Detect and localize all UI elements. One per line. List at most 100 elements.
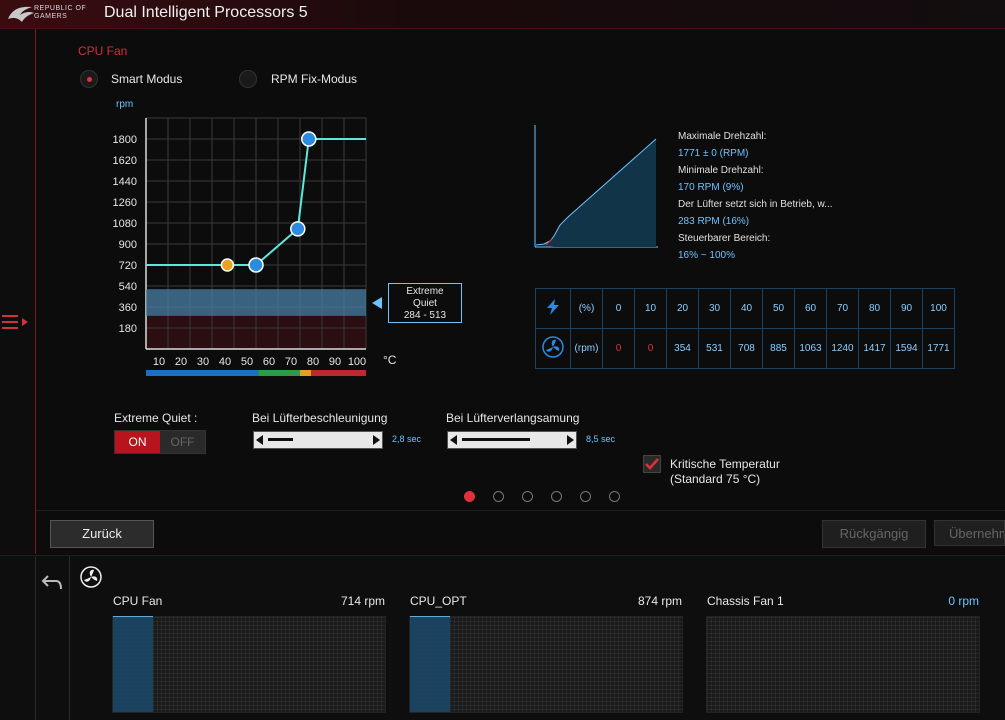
mini-fan-curve [534,125,658,248]
extreme-quiet-toggle[interactable]: ON OFF [114,430,206,454]
temp-zone [146,370,259,376]
toggle-on[interactable]: ON [115,431,160,453]
back-button[interactable]: Zurück [50,520,154,548]
accel-value: 2,8 sec [392,434,422,444]
percent-row: (%) 0 10 20 30 40 50 60 70 80 90 100 [535,288,955,329]
slider-left-icon[interactable] [450,435,457,445]
rpm-fix-mode-label: RPM Fix-Modus [271,72,358,86]
cpu-opt-graph [409,616,683,713]
x-tick-label: 70 [285,356,297,368]
slider-right-icon[interactable] [373,435,380,445]
slider-left-icon[interactable] [256,435,263,445]
x-tick-label: 90 [329,356,341,368]
y-tick-label: 360 [119,302,137,314]
accel-slider[interactable] [253,431,383,449]
y-tick-label: 720 [119,260,137,272]
y-tick-label: 900 [119,239,137,251]
monitor-name: Chassis Fan 1 [707,594,784,608]
pct-cell: 20 [666,288,699,329]
y-tick-label: 1080 [113,218,137,230]
smart-mode-label: Smart Modus [111,72,183,86]
rpm-cell: 0 [634,328,667,369]
y-tick-label: 180 [119,323,137,335]
monitor-name: CPU_OPT [410,594,467,608]
pager-dot[interactable] [551,491,562,502]
fan-monitor-bar: CPU Fan 714 rpm CPU_OPT 874 rpm Chassis … [0,555,1005,720]
x-tick-label: 60 [263,356,275,368]
max-speed-label: Maximale Drehzahl: [678,131,767,142]
pager-dot[interactable] [493,491,504,502]
decel-slider[interactable] [447,431,577,449]
curve-control-point[interactable] [248,257,264,273]
fan-section-title: CPU Fan [78,44,128,58]
x-tick-label: 30 [197,356,209,368]
x-tick-label: 50 [241,356,253,368]
x-tick-label: 20 [175,356,187,368]
critical-temp-label: Kritische Temperatur (Standard 75 °C) [670,457,780,486]
monitor-value: 714 rpm [340,594,385,608]
rpm-fix-mode-radio[interactable] [239,70,257,88]
y-tick-label: 1260 [113,197,137,209]
cpu-fan-graph [112,616,386,713]
temp-zone [300,370,311,376]
divider [35,556,36,720]
chassis-fan-graph [706,616,980,713]
fan-icon [535,328,571,369]
rpm-unit: (rpm) [570,328,603,369]
percent-unit: (%) [570,288,603,329]
critical-temp-checkbox[interactable] [643,455,661,473]
decel-fill [462,438,530,441]
smart-mode-radio[interactable] [80,70,98,88]
pct-cell: 60 [794,288,827,329]
band-pointer-icon [372,297,382,309]
rpm-cell: 1240 [826,328,859,369]
pct-cell: 50 [762,288,795,329]
accel-fill [268,438,293,441]
check-icon [645,458,659,470]
rpm-cell: 1771 [922,328,955,369]
title-bar: REPUBLIC OF GAMERS Dual Intelligent Proc… [0,0,1005,29]
rpm-cell: 1417 [858,328,891,369]
pct-cell: 100 [922,288,955,329]
menu-expand-icon[interactable] [0,312,32,332]
x-axis-label: °C [383,353,397,367]
y-tick-label: 1620 [113,155,137,167]
slider-right-icon[interactable] [567,435,574,445]
toggle-off[interactable]: OFF [160,431,205,453]
curve-control-point[interactable] [301,131,317,147]
y-tick-label: 540 [119,281,137,293]
start-speed-value: 283 RPM (16%) [678,216,750,227]
app-title: Dual Intelligent Processors 5 [104,4,308,21]
decel-label: Bei Lüfterverlangsamung [446,411,580,425]
temp-zone [258,370,300,376]
rpm-row: (rpm) 0 0 354 531 708 885 1063 1240 1417… [535,328,955,369]
rpm-cell: 708 [730,328,763,369]
x-tick-label: 10 [153,356,165,368]
rog-logo-icon [8,6,34,22]
fan-icon [80,566,102,588]
y-tick-label: 1800 [113,134,137,146]
temp-zone [311,370,366,376]
extreme-quiet-band [146,289,366,316]
rpm-cell: 1063 [794,328,827,369]
logo-text: REPUBLIC OF GAMERS [34,5,87,20]
undo-arrow-icon[interactable] [40,572,64,592]
fan-curve-line [146,138,366,266]
divider [69,556,70,720]
graph-fill [410,616,450,712]
curve-control-point[interactable] [220,258,235,272]
curve-control-point[interactable] [290,221,306,237]
pager-dot[interactable] [609,491,620,502]
x-tick-label: 40 [219,356,231,368]
fan-speed-table: (%) 0 10 20 30 40 50 60 70 80 90 100 (rp… [535,288,955,369]
apply-button[interactable]: Übernehmen [934,520,1005,546]
pager-dot[interactable] [522,491,533,502]
pct-cell: 70 [826,288,859,329]
pager-dot[interactable] [580,491,591,502]
divider [36,510,1005,511]
graph-fill [113,616,153,712]
pager-dot[interactable] [464,491,475,502]
fan-curve-chart[interactable]: 1800 1620 1440 1260 1080 900 720 540 360 180 10 20… [100,110,380,380]
undo-button[interactable]: Rückgängig [822,520,926,548]
rpm-cell: 531 [698,328,731,369]
